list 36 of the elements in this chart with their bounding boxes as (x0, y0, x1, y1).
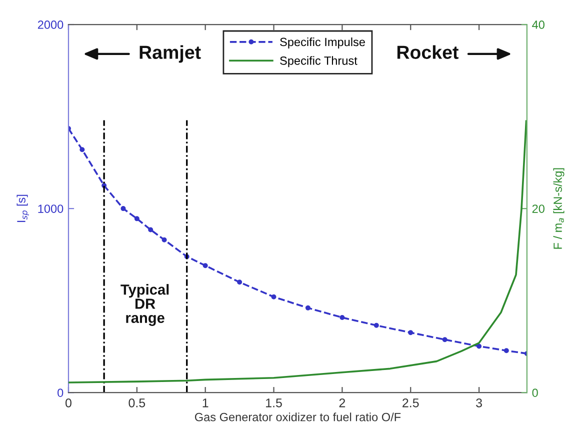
point (237, 280, 242, 285)
legend-label: Specific Impulse (280, 37, 365, 48)
x-axis-title: Gas Generator oxidizer to fuel ratio O/F (194, 412, 401, 422)
y-tick-label: 0 (58, 388, 64, 397)
point (408, 330, 414, 336)
point (305, 305, 310, 310)
x-tick-label: 3 (476, 398, 482, 408)
point (120, 206, 126, 212)
point (504, 348, 509, 354)
x-tick-label: 2 (339, 398, 346, 408)
point (148, 227, 154, 232)
point (476, 344, 482, 349)
point (374, 322, 379, 328)
x-tick-label: 2.5 (402, 398, 419, 408)
point (134, 216, 140, 222)
y-tick-label: 2000 (38, 20, 64, 29)
point (202, 263, 208, 268)
y2-tick-label: 40 (532, 20, 544, 29)
point (442, 337, 448, 342)
legend-label: Specific Thrust (280, 56, 358, 68)
x-tick-label: 1.5 (266, 398, 282, 408)
point (80, 147, 85, 152)
y-axis-title: I$_{sp}$ [s] (16, 194, 29, 222)
annotation: Ramjet (140, 45, 201, 63)
y2-tick-label: 20 (532, 204, 544, 213)
point (162, 237, 167, 242)
point (340, 315, 345, 320)
point (271, 294, 276, 300)
y2-tick-label: 0 (532, 388, 538, 397)
y2-axis-title: F / m$_{a}$ [kN-s/kg] (553, 168, 564, 249)
y-tick-label: 1000 (38, 204, 64, 213)
x-tick-label: 1 (202, 398, 208, 408)
x-tick-label: 0.5 (128, 398, 146, 408)
annotation: Rocket (397, 45, 458, 59)
annotation: Typical DR range (120, 284, 169, 326)
x-tick-label: 0 (66, 398, 72, 408)
